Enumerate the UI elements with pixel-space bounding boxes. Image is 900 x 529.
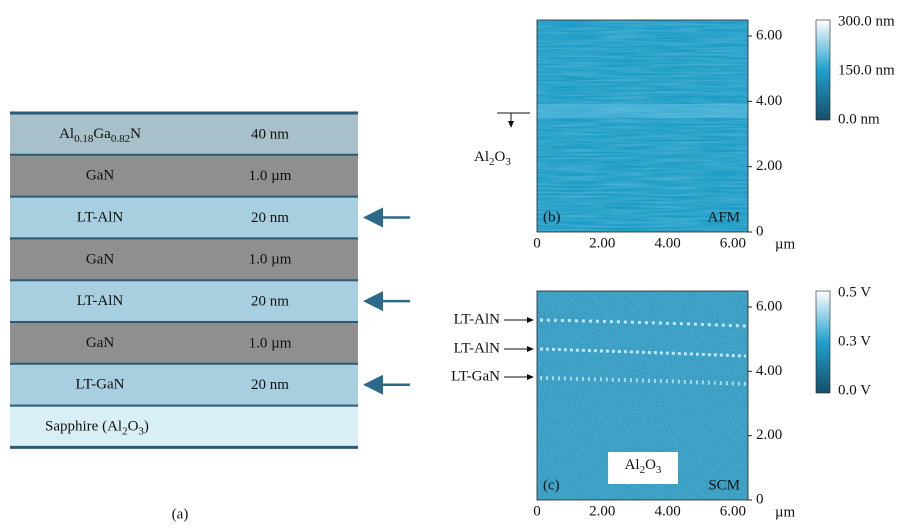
layer-material: LT-AlN xyxy=(77,210,124,226)
layer-material: GaN xyxy=(86,335,114,351)
colorbar-label: 0.3 V xyxy=(838,333,871,349)
afm-texture xyxy=(537,20,748,232)
layer xyxy=(10,113,358,155)
layer-thickness: 1.0 µm xyxy=(249,168,292,184)
layer xyxy=(10,196,358,239)
colorbar-label: 0.0 V xyxy=(838,382,871,398)
layer xyxy=(10,238,358,281)
text-segment: Al xyxy=(474,149,489,165)
colorbar-label: 300.0 nm xyxy=(838,13,895,29)
panel-label: (c) xyxy=(543,477,560,493)
panel-label: (b) xyxy=(543,209,561,225)
layer-thickness: 20 nm xyxy=(251,377,289,393)
layer xyxy=(10,154,358,197)
y-tick-label: 4.00 xyxy=(756,363,782,379)
x-tick-label: 4.00 xyxy=(654,235,680,251)
subscript: 3 xyxy=(656,464,662,476)
afm-band xyxy=(537,104,748,118)
text-segment: ) xyxy=(144,419,149,435)
subscript: 2 xyxy=(122,425,128,437)
layer-material: Sapphire (Al2O3) xyxy=(45,419,149,437)
panel-label: (a) xyxy=(172,506,189,522)
text-segment: O xyxy=(645,457,656,473)
subscript: 3 xyxy=(138,425,144,437)
scm-frame xyxy=(536,290,749,501)
layer xyxy=(10,363,358,406)
layer-material: LT-AlN xyxy=(77,294,124,310)
layer-thickness: 1.0 µm xyxy=(249,335,292,351)
y-tick-label: 6.00 xyxy=(756,298,782,314)
substrate-box xyxy=(608,452,678,484)
x-tick-label: 2.00 xyxy=(589,503,615,519)
text-segment: O xyxy=(495,149,506,165)
x-tick-label: 0 xyxy=(533,235,541,251)
text-segment: N xyxy=(130,126,141,142)
y-tick-label: 4.00 xyxy=(756,93,782,109)
layer-thickness: 40 nm xyxy=(251,126,289,142)
subscript: 0.82 xyxy=(111,132,130,144)
layer xyxy=(10,322,358,364)
subscript: 3 xyxy=(505,156,511,168)
layer-label: LT-AlN xyxy=(454,311,501,327)
layer xyxy=(10,405,358,448)
subscript: 0.18 xyxy=(74,132,94,144)
text-segment: GaN xyxy=(86,335,114,351)
text-segment: LT-GaN xyxy=(76,377,125,393)
afm-frame xyxy=(536,19,749,233)
x-unit: µm xyxy=(775,504,796,520)
text-segment: Sapphire (Al xyxy=(45,419,122,435)
layer-material: GaN xyxy=(86,252,114,268)
x-tick-label: 6.00 xyxy=(720,235,746,251)
y-tick-label: 0 xyxy=(756,491,764,507)
scm-streak xyxy=(539,376,747,386)
text-segment: LT-AlN xyxy=(77,210,124,226)
text-segment: O xyxy=(128,419,139,435)
layer-label: LT-GaN xyxy=(451,368,500,384)
y-tick-label: 0 xyxy=(756,223,764,239)
annotation: Al2O3 xyxy=(474,149,511,167)
colorbar-label: 0.0 nm xyxy=(838,111,880,127)
y-tick-label: 2.00 xyxy=(756,427,782,443)
colorbar-label: 150.0 nm xyxy=(838,62,895,78)
y-tick-label: 2.00 xyxy=(756,158,782,174)
text-segment: GaN xyxy=(86,168,114,184)
colorbar-label: 0.5 V xyxy=(838,284,871,300)
scm-panel: 6.00 4.00 2.00 0 0 2.00 4.00 6.00 µm 0.5 V 0.3 V 0.… xyxy=(451,284,871,520)
layer-label: LT-AlN xyxy=(454,340,501,356)
method-label: AFM xyxy=(707,209,740,225)
subscript: 2 xyxy=(640,464,646,476)
layer-material: Al0.18Ga0.82N xyxy=(59,126,141,144)
layer-thickness: 20 nm xyxy=(251,210,289,226)
layer-material: GaN xyxy=(86,168,114,184)
layer-thickness: 1.0 µm xyxy=(249,252,292,268)
text-segment: LT-AlN xyxy=(77,294,124,310)
afm-colorbar xyxy=(815,19,831,121)
x-tick-label: 2.00 xyxy=(589,235,615,251)
y-tick-label: 6.00 xyxy=(756,27,782,43)
x-tick-label: 4.00 xyxy=(654,503,680,519)
x-unit: µm xyxy=(775,236,796,252)
layer-material: LT-GaN xyxy=(76,377,125,393)
x-tick-label: 6.00 xyxy=(720,503,746,519)
method-label: SCM xyxy=(708,477,740,493)
layer xyxy=(10,280,358,322)
text-segment: Al xyxy=(59,126,74,142)
subscript: 2 xyxy=(489,156,495,168)
text-segment: Ga xyxy=(93,126,111,142)
afm-panel: 6.00 4.00 2.00 0 0 2.00 4.00 6.00 µm 300.0 nm 150.… xyxy=(474,13,895,252)
layer-thickness: 20 nm xyxy=(251,294,289,310)
substrate-label: Al2O3 xyxy=(625,457,662,475)
text-segment: GaN xyxy=(86,252,114,268)
scm-streak xyxy=(539,347,747,358)
scm-colorbar xyxy=(815,290,831,394)
x-tick-label: 0 xyxy=(533,503,541,519)
text-segment: Al xyxy=(625,457,640,473)
